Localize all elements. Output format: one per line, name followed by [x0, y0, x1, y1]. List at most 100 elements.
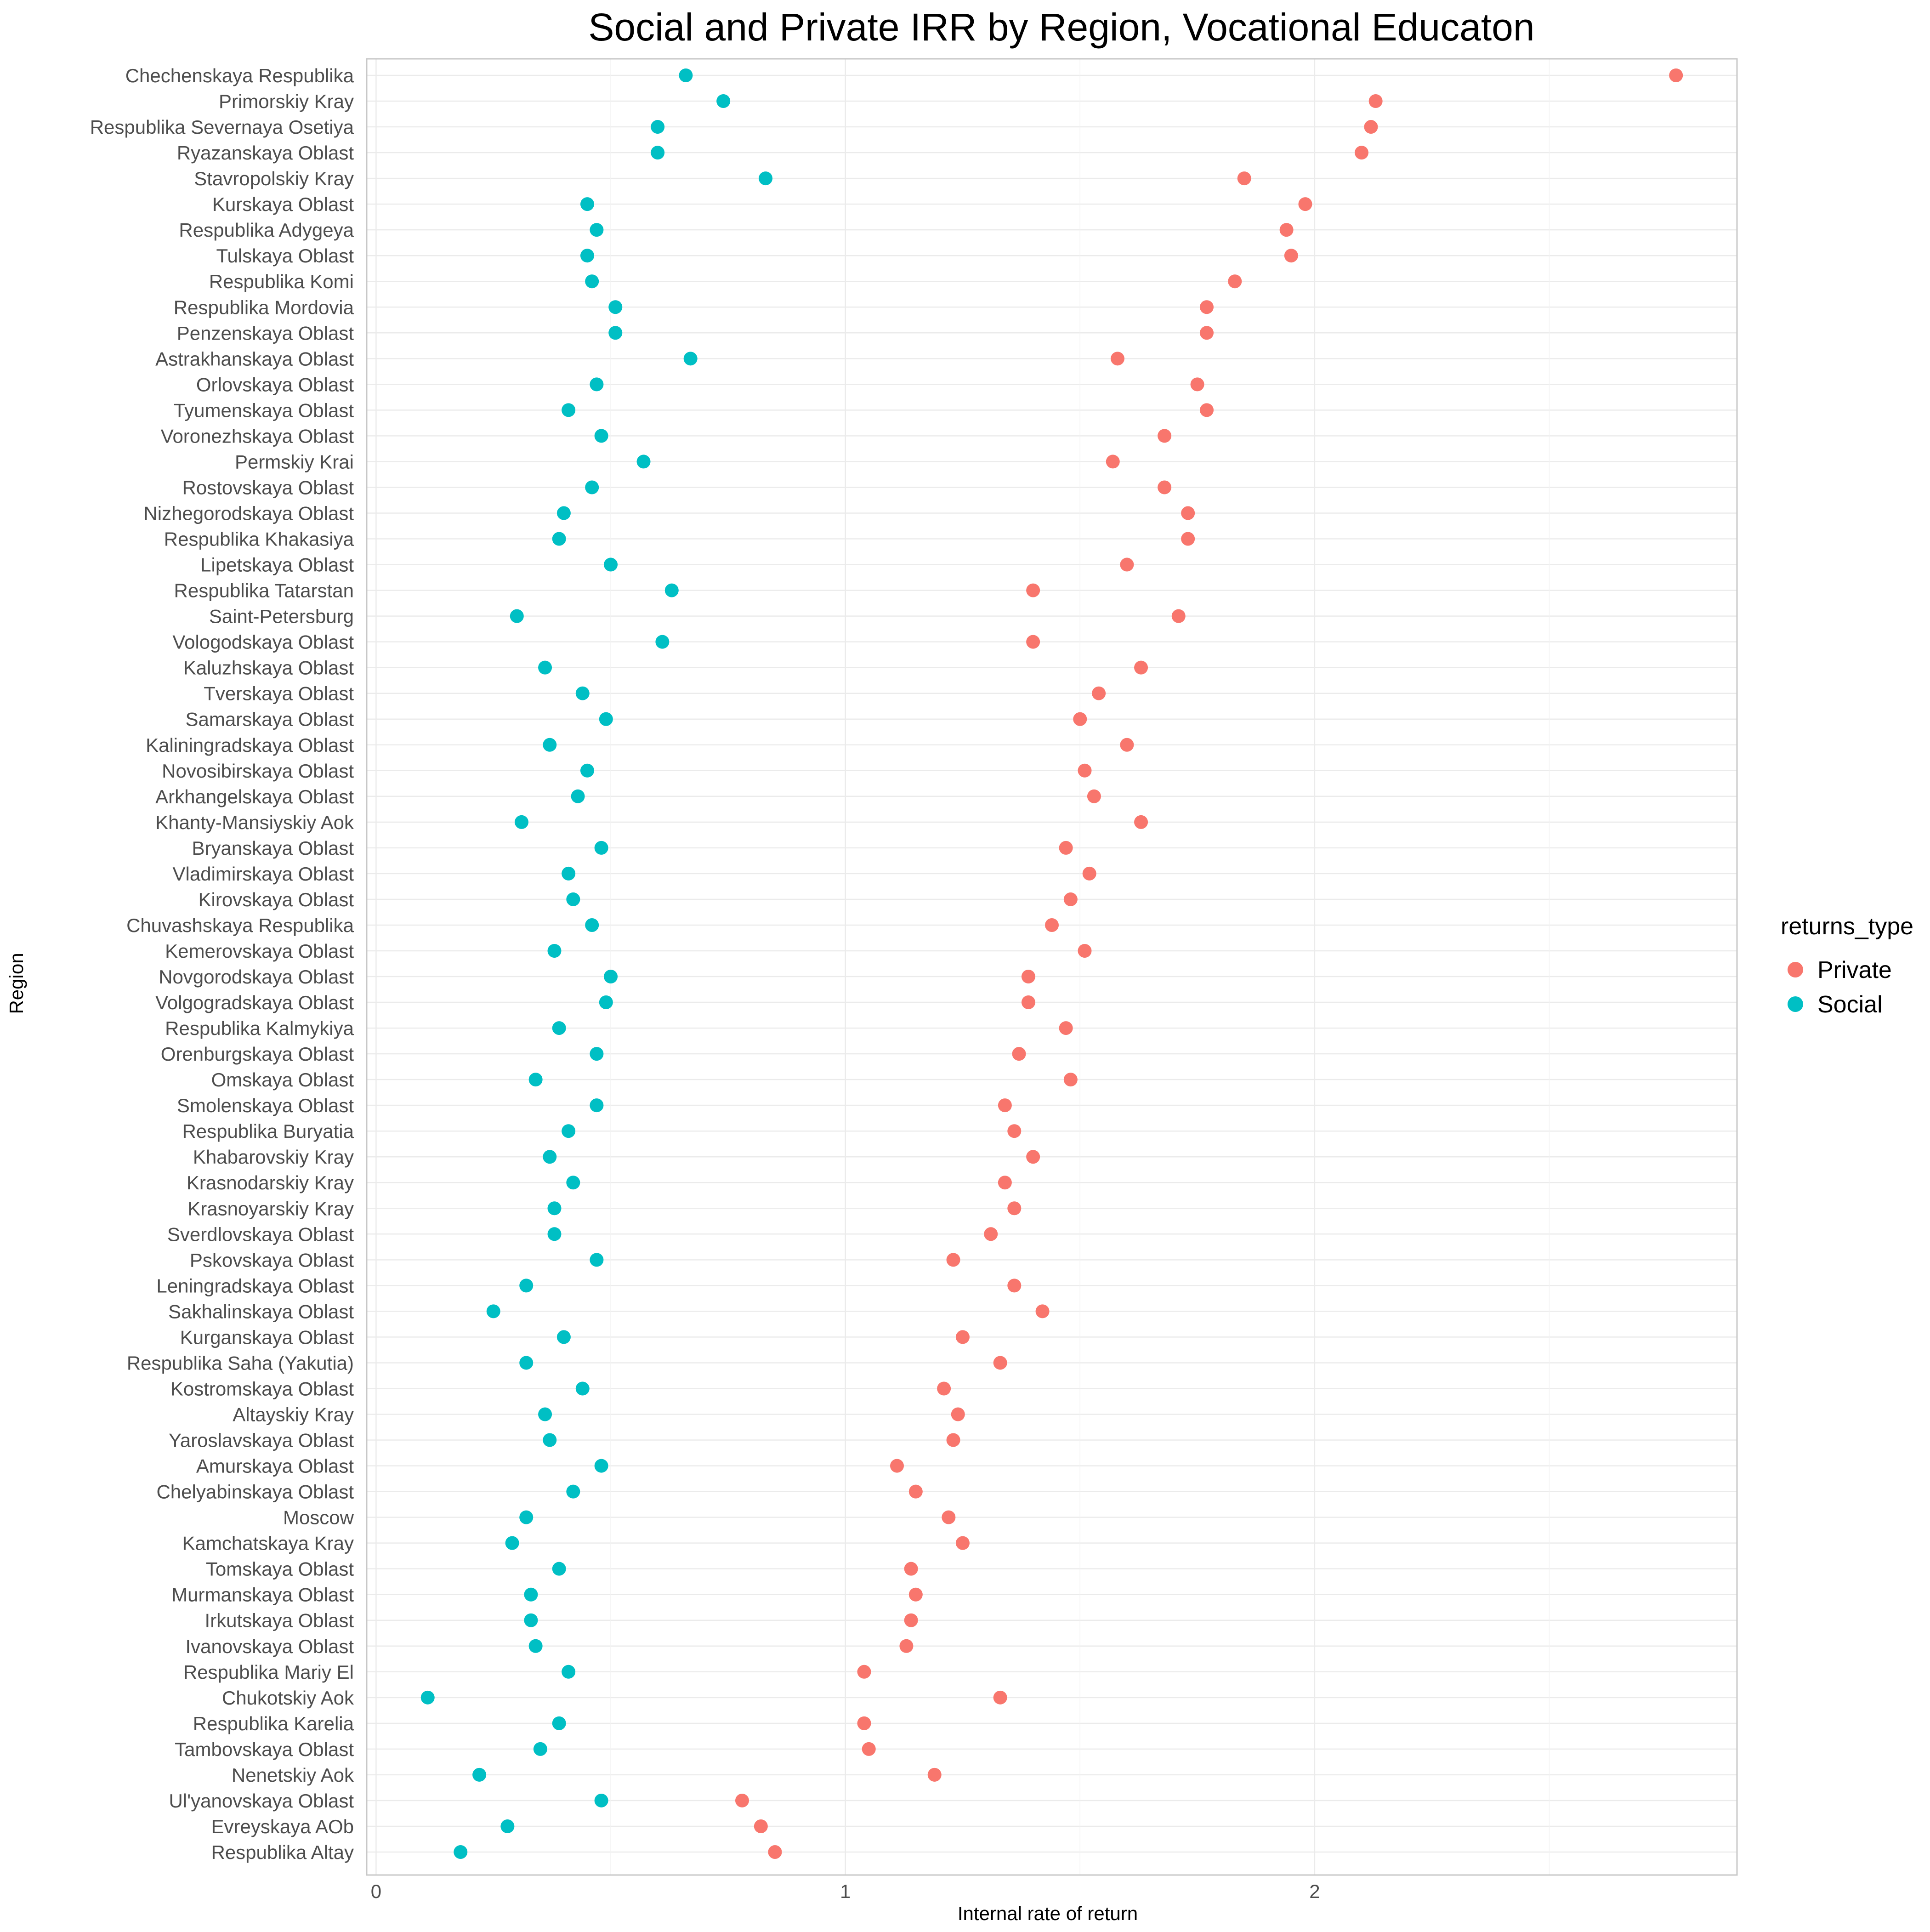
x-tick-label: 0 [371, 1881, 381, 1902]
social-point [651, 146, 665, 160]
private-point [1007, 1279, 1022, 1293]
social-point [608, 300, 623, 314]
social-point [759, 171, 773, 186]
private-point [1355, 146, 1369, 160]
y-tick-label: Tverskaya Oblast [204, 683, 354, 705]
y-tick-label: Chechenskaya Respublika [125, 65, 354, 86]
social-point [543, 1150, 557, 1164]
private-point [942, 1510, 956, 1524]
social-point [556, 1330, 571, 1344]
social-point [552, 1562, 566, 1576]
private-point [1120, 557, 1134, 572]
social-point [562, 866, 576, 881]
panel-border [366, 58, 1738, 1876]
y-tick-label: Tambovskaya Oblast [175, 1739, 354, 1760]
y-tick-label: Penzenskaya Oblast [177, 322, 354, 344]
private-point [1021, 995, 1035, 1010]
private-point [1106, 455, 1120, 469]
private-point [1035, 1304, 1050, 1318]
private-point [951, 1407, 965, 1421]
y-tick-label: Rostovskaya Oblast [182, 477, 354, 498]
y-tick-label: Yaroslavskaya Oblast [169, 1430, 354, 1451]
y-tick-label: Ryazanskaya Oblast [177, 142, 354, 164]
private-point [1021, 970, 1035, 984]
social-point [486, 1304, 500, 1318]
y-tick-label: Respublika Komi [209, 271, 354, 292]
social-point [590, 1253, 604, 1267]
private-point [984, 1227, 998, 1241]
private-point [1087, 789, 1101, 803]
social-point [590, 223, 604, 237]
social-point [604, 557, 618, 572]
y-tick-label: Kemerovskaya Oblast [165, 940, 354, 962]
private-point [1181, 506, 1195, 520]
social-point [599, 995, 613, 1010]
y-tick-label: Saint-Petersburg [209, 606, 354, 627]
social-point [528, 1073, 543, 1087]
y-tick-label: Voronezhskaya Oblast [161, 425, 354, 447]
y-tick-label: Tomskaya Oblast [206, 1558, 354, 1580]
social-point [566, 1484, 580, 1499]
y-tick-label: Kostromskaya Oblast [170, 1378, 354, 1399]
social-point [420, 1690, 435, 1705]
social-point [585, 480, 599, 494]
social-point [585, 274, 599, 289]
social-point [547, 1227, 562, 1241]
private-point [1092, 686, 1106, 700]
y-tick-label: Novgorodskaya Oblast [159, 966, 354, 988]
y-tick-label: Nenetskiy Aok [232, 1764, 354, 1786]
social-point [590, 1098, 604, 1113]
y-tick-label: Permskiy Krai [235, 451, 354, 472]
social-point [472, 1767, 487, 1782]
private-point [946, 1433, 960, 1447]
social-point [594, 1459, 608, 1473]
social-point [664, 583, 679, 597]
y-tick-label: Respublika Kalmykiya [165, 1017, 354, 1039]
private-point [1063, 1073, 1078, 1087]
social-point [538, 1407, 552, 1421]
private-point [937, 1381, 951, 1396]
social-point [562, 1665, 576, 1679]
y-tick-label: Leningradskaya Oblast [156, 1275, 354, 1296]
y-tick-label: Kirovskaya Oblast [199, 889, 354, 910]
y-tick-label: Respublika Adygeya [179, 219, 354, 241]
social-point [655, 635, 670, 649]
social-point [580, 763, 594, 778]
social-point [679, 68, 693, 82]
legend-label-private: Private [1817, 957, 1892, 983]
private-point [1120, 738, 1134, 752]
social-point [524, 1587, 538, 1602]
social-point [580, 249, 594, 263]
social-point [566, 1176, 580, 1190]
y-tick-label: Ul'yanovskaya Oblast [169, 1790, 354, 1812]
y-tick-label: Kaluzhskaya Oblast [183, 657, 354, 679]
private-point [1063, 892, 1078, 906]
y-tick-label: Nizhegorodskaya Oblast [143, 502, 354, 524]
social-point [599, 712, 613, 726]
private-point [1228, 274, 1242, 289]
private-point [1237, 171, 1251, 186]
y-tick-label: Sverdlovskaya Oblast [167, 1223, 354, 1245]
private-point [1364, 120, 1378, 134]
private-point [908, 1587, 923, 1602]
legend-title: returns_type [1781, 913, 1913, 940]
social-point [538, 660, 552, 675]
y-tick-label: Ivanovskaya Oblast [185, 1636, 354, 1657]
x-tick-label: 1 [840, 1881, 851, 1902]
y-tick-label: Smolenskaya Oblast [177, 1095, 354, 1116]
y-tick-label: Samarskaya Oblast [186, 709, 354, 730]
private-point [1669, 68, 1683, 82]
social-point [716, 94, 731, 108]
social-point [505, 1536, 519, 1550]
social-point [454, 1845, 468, 1859]
social-point [547, 943, 562, 958]
social-point [533, 1742, 547, 1756]
private-point [857, 1716, 871, 1730]
y-tick-label: Kurganskaya Oblast [180, 1326, 354, 1348]
social-point [519, 1279, 534, 1293]
social-point [651, 120, 665, 134]
social-point [562, 403, 576, 417]
y-tick-label: Tulskaya Oblast [216, 245, 354, 267]
private-point [1026, 1150, 1040, 1164]
y-tick-label: Chukotskiy Aok [222, 1687, 354, 1709]
